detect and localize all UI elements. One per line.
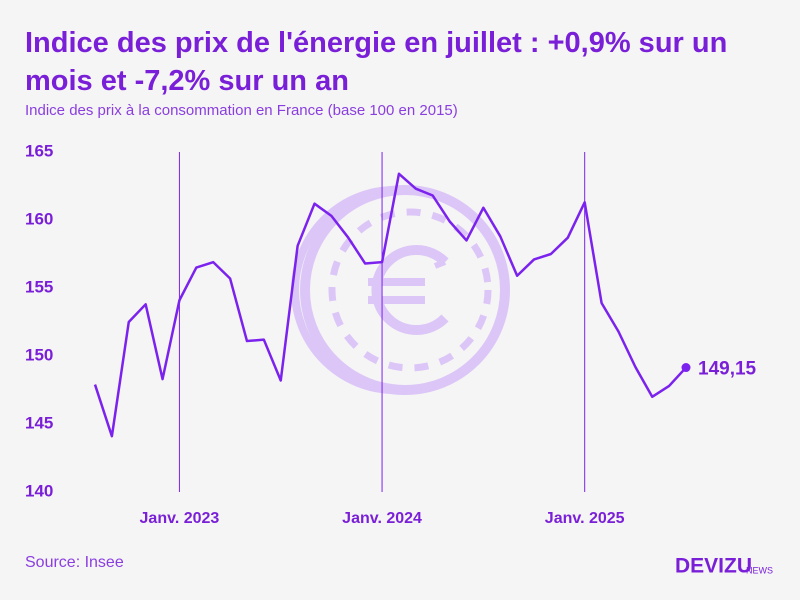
x-tick-label: Janv. 2024 (342, 510, 422, 527)
x-tick-label: Janv. 2025 (545, 510, 625, 527)
y-tick-label: 165 (25, 141, 53, 160)
line (93, 172, 687, 438)
brand-suffix: NEWS (746, 565, 773, 575)
x-tick-label: Janv. 2023 (140, 510, 220, 527)
y-tick-label: 160 (25, 209, 53, 228)
chart-title: Indice des prix de l'énergie en juillet … (25, 27, 728, 97)
y-tick-label: 145 (25, 413, 53, 432)
chart-subtitle: Indice des prix à la consommation en Fra… (25, 102, 458, 119)
brand: DEVIZU (675, 555, 752, 578)
source: Source: Insee (25, 554, 124, 571)
y-tick-label: 155 (25, 277, 53, 296)
value-label: 149,15 (698, 359, 757, 380)
y-tick-label: 150 (25, 345, 53, 364)
y-tick-label: 140 (25, 481, 53, 500)
end-point (681, 363, 691, 373)
coin-icon (291, 185, 510, 395)
